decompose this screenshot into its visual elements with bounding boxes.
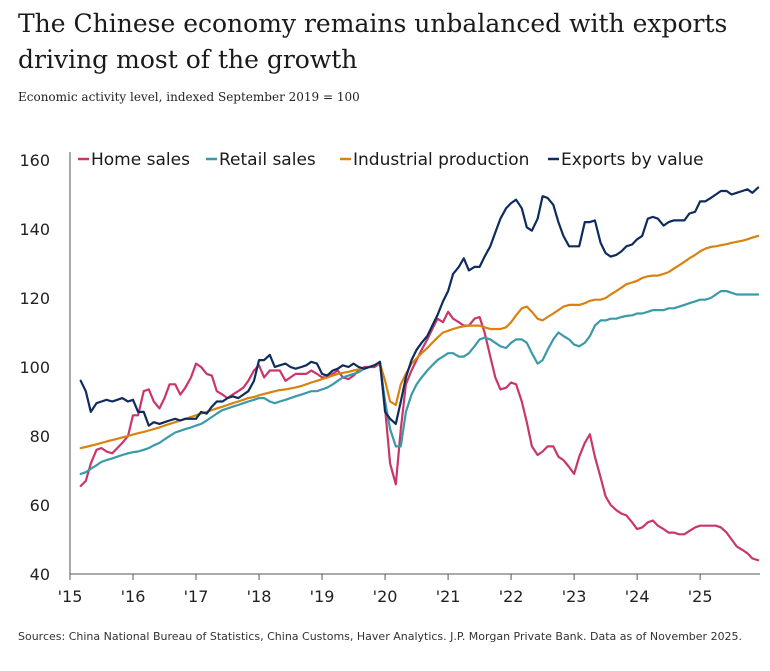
legend: Home sales Retail sales Industrial product… — [78, 150, 704, 170]
x-tick-label: '20 — [373, 587, 398, 606]
legend-label-industrial-production: Industrial production — [353, 150, 529, 170]
axes-layer: 40 60 80 100 120 140 160 '15 '16 '17 '18 '19 '20 '21 '… — [19, 151, 760, 606]
source-note: Sources: China National Bureau of Statis… — [18, 630, 743, 643]
y-tick-label: 40 — [30, 565, 50, 584]
x-tick-label: '16 — [121, 587, 146, 606]
x-tick-label: '18 — [247, 587, 272, 606]
y-tick-label: 100 — [19, 358, 50, 377]
x-tick-label: '22 — [499, 587, 524, 606]
series-layer — [79, 186, 760, 562]
line-chart: Home sales Retail sales Industrial product… — [19, 150, 760, 606]
x-tick-label: '17 — [184, 587, 209, 606]
series-line-home-sales — [79, 310, 760, 562]
series-line-retail-sales — [79, 290, 760, 475]
y-tick-label: 80 — [30, 427, 50, 446]
legend-label-retail-sales: Retail sales — [219, 150, 316, 170]
y-tick-label: 140 — [19, 220, 50, 239]
series-line-exports-by-value — [79, 186, 760, 427]
y-tick-label: 120 — [19, 289, 50, 308]
series-line-industrial-production — [79, 234, 760, 450]
x-tick-label: '24 — [625, 587, 650, 606]
x-tick-label: '21 — [436, 587, 461, 606]
x-tick-label: '15 — [58, 587, 83, 606]
chart-title: The Chinese economy remains unbalanced w… — [18, 9, 728, 74]
x-tick-label: '23 — [562, 587, 587, 606]
legend-label-exports-by-value: Exports by value — [561, 150, 704, 170]
legend-label-home-sales: Home sales — [91, 150, 190, 170]
x-tick-label: '19 — [310, 587, 335, 606]
y-tick-label: 160 — [19, 151, 50, 170]
chart-subtitle: Economic activity level, indexed Septemb… — [18, 90, 360, 104]
x-tick-label: '25 — [688, 587, 713, 606]
y-tick-label: 60 — [30, 496, 50, 515]
